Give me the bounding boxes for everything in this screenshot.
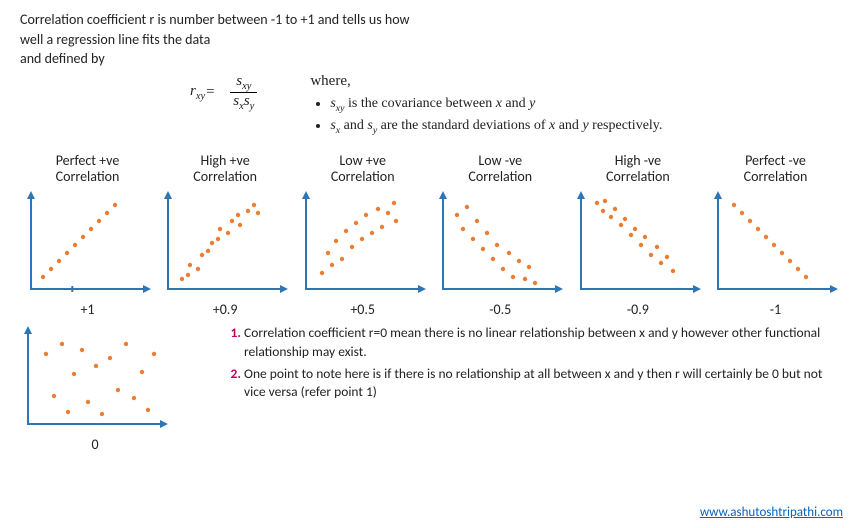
chart-cell-5: Perfect -veCorrelation -1 — [708, 153, 843, 318]
chart-cell-3: Low -veCorrelation -0.5 — [433, 153, 568, 318]
charts-row: Perfect +veCorrelation +1 High +veCorrelat… — [20, 153, 843, 318]
chart-r-value: +0.9 — [213, 301, 238, 318]
formula: rxy = sxy sxsy — [190, 73, 260, 112]
chart-cell-4: High -veCorrelation -0.9 — [570, 153, 705, 318]
site-link[interactable]: www.ashutoshtripathi.com — [700, 505, 843, 520]
chart-title: Low +veCorrelation — [331, 153, 395, 187]
scatter-plot-zero — [20, 324, 170, 434]
scatter-plot — [298, 189, 428, 299]
chart-r-value: +0.5 — [350, 301, 375, 318]
chart-r-value: 0 — [20, 436, 170, 453]
chart-title: High +veCorrelation — [193, 153, 257, 187]
chart-cell-2: Low +veCorrelation +0.5 — [295, 153, 430, 318]
chart-title: Perfect +veCorrelation — [56, 153, 120, 187]
scatter-plot — [573, 189, 703, 299]
intro-text: Correlation coefficient r is number betw… — [20, 10, 843, 69]
bullet-stddev: sx and sy are the standard deviations of… — [330, 118, 662, 136]
formula-row: rxy = sxy sxsy where, sxy is the covaria… — [20, 73, 843, 140]
chart-title: High -veCorrelation — [606, 153, 670, 187]
notes: Correlation coefficient r=0 mean there i… — [220, 324, 843, 405]
bottom-row: 0 Correlation coefficient r=0 mean there… — [20, 324, 843, 453]
scatter-plot — [23, 189, 153, 299]
note-2: One point to note here is if there is no… — [244, 365, 843, 401]
chart-r-value: +1 — [80, 301, 94, 318]
zero-chart-cell: 0 — [20, 324, 170, 453]
scatter-plot — [710, 189, 840, 299]
chart-title: Perfect -veCorrelation — [744, 153, 808, 187]
where-title: where, — [310, 73, 662, 90]
chart-title: Low -veCorrelation — [468, 153, 532, 187]
scatter-plot — [160, 189, 290, 299]
chart-cell-1: High +veCorrelation +0.9 — [158, 153, 293, 318]
note-1: Correlation coefficient r=0 mean there i… — [244, 324, 843, 360]
scatter-plot — [435, 189, 565, 299]
chart-cell-0: Perfect +veCorrelation +1 — [20, 153, 155, 318]
chart-r-value: -0.9 — [627, 301, 649, 318]
where-block: where, sxy is the covariance between x a… — [310, 73, 662, 140]
chart-r-value: -1 — [770, 301, 781, 318]
bullet-covariance: sxy is the covariance between x and y — [330, 96, 662, 114]
chart-r-value: -0.5 — [489, 301, 511, 318]
